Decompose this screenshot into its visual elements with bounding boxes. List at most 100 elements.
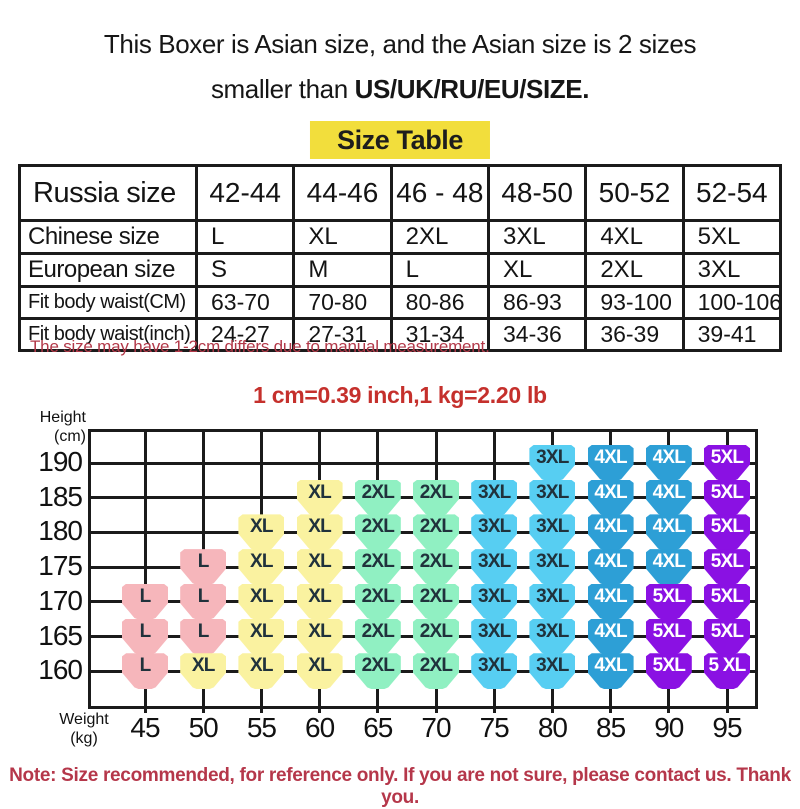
boxer-size-icon: L	[180, 618, 227, 655]
boxer-size-icon: XL	[296, 653, 343, 690]
size-table-cell: 3XL	[486, 219, 588, 255]
size-table-row-label: European size	[18, 252, 198, 288]
boxer-size-icon: 2XL	[413, 653, 459, 690]
size-table-row-label: Fit body waist(CM)	[18, 285, 198, 320]
boxer-size-icon: 5XL	[645, 653, 692, 690]
size-table-row-label: Chinese size	[18, 219, 198, 255]
size-table-cell: M	[292, 252, 393, 288]
y-tick-label: 175	[38, 550, 83, 582]
size-table-cell: 27-31	[292, 317, 393, 352]
boxer-size-icon: 3XL	[471, 583, 518, 620]
x-tick-label: 80	[537, 712, 568, 743]
boxer-size-icon: 4XL	[587, 583, 634, 620]
boxer-size-icon: XL	[180, 653, 227, 690]
x-tick-label: 75	[479, 712, 510, 743]
size-table-cell: 24-27	[194, 317, 296, 352]
boxer-size-icon: L	[180, 549, 227, 586]
boxer-size-icon: 2XL	[354, 514, 401, 551]
boxer-size-icon: XL	[238, 618, 285, 655]
size-table-cell: 39-41	[681, 317, 783, 352]
x-tick-label: 45	[130, 712, 160, 743]
boxer-size-icon: 2XL	[354, 549, 401, 586]
size-table-row: Fit body waist(inch) 24-27 27-31 31-34 34-36…	[18, 317, 783, 352]
y-tick-label: 180	[38, 515, 83, 547]
size-table-row: Fit body waist(CM) 63-70 70-80 80-86 86-93 93…	[18, 285, 783, 320]
boxer-size-icon: 5XL	[704, 549, 750, 586]
boxer-size-icon: 5XL	[704, 583, 750, 620]
grid-vline	[143, 432, 147, 713]
boxer-size-icon: 2XL	[413, 479, 459, 516]
boxer-size-icon: 4XL	[645, 549, 692, 586]
x-axis-title: Weight (kg)	[52, 710, 116, 748]
boxer-size-icon: 3XL	[529, 549, 576, 586]
boxer-size-icon: XL	[238, 514, 285, 551]
title-line-1: This Boxer is Asian size, and the Asian …	[103, 29, 697, 59]
boxer-size-icon: 5XL	[704, 514, 750, 551]
size-table-cell: 4XL	[584, 219, 685, 255]
boxer-size-icon: 2XL	[413, 618, 459, 655]
boxer-size-icon: 2XL	[413, 514, 459, 551]
y-tick-label: 160	[38, 654, 83, 686]
boxer-size-icon: 3XL	[471, 514, 518, 551]
size-table-cell: 86-93	[486, 285, 588, 320]
boxer-size-icon: XL	[296, 583, 343, 620]
boxer-size-icon: 4XL	[587, 479, 634, 516]
measurement-note: The size may have 1-2cm differs due to m…	[30, 337, 490, 356]
size-table-row: European size S M L XL 2XL 3XL	[18, 252, 783, 288]
boxer-size-icon: 4XL	[645, 445, 692, 481]
size-table-cell: 34-36	[486, 317, 588, 352]
x-tick-label: 85	[596, 712, 626, 743]
boxer-size-icon: 3XL	[471, 549, 518, 586]
boxer-size-icon: 5XL	[704, 618, 750, 655]
size-table-cell: 63-70	[194, 285, 296, 320]
boxer-size-icon: 4XL	[587, 445, 634, 481]
size-table-cell: 36-39	[584, 317, 685, 352]
y-axis-title-line2: (cm)	[54, 428, 86, 445]
title-line-2: smaller than US/UK/RU/EU/SIZE.	[0, 67, 800, 112]
boxer-size-icon: 4XL	[587, 618, 634, 655]
y-axis-title-line1: Height	[39, 409, 86, 426]
boxer-size-icon: 3XL	[529, 479, 576, 516]
boxer-size-icon: L	[122, 653, 168, 690]
boxer-size-icon: 4XL	[587, 549, 634, 586]
boxer-size-icon: 2XL	[413, 583, 459, 620]
boxer-size-icon: 4XL	[645, 479, 692, 516]
x-axis-title-line1: Weight	[59, 711, 109, 728]
boxer-size-icon: XL	[238, 583, 285, 620]
boxer-size-icon: 5XL	[645, 583, 692, 620]
boxer-size-icon: XL	[296, 479, 343, 516]
boxer-size-icon: XL	[296, 514, 343, 551]
boxer-size-icon: 4XL	[645, 514, 692, 551]
boxer-size-icon: 3XL	[529, 653, 576, 690]
x-tick-label: 65	[363, 712, 393, 743]
bottom-note: Note: Size recommended, for reference on…	[9, 765, 791, 808]
boxer-size-icon: 3XL	[471, 479, 518, 516]
boxer-size-icon: L	[122, 618, 168, 655]
boxer-size-icon: XL	[296, 618, 343, 655]
page-title: This Boxer is Asian size, and the Asian …	[0, 22, 800, 112]
size-table-cell: 93-100	[584, 285, 685, 320]
size-table-cell: 2XL	[389, 219, 490, 255]
size-table-cell: 42-44	[194, 164, 296, 222]
boxer-size-icon: 5XL	[645, 618, 692, 655]
size-table-cell: 31-34	[389, 317, 490, 352]
grid-hline	[91, 461, 755, 465]
boxer-size-icon: 2XL	[413, 549, 459, 586]
boxer-size-icon: XL	[296, 549, 343, 586]
size-table-cell: 50-52	[584, 164, 685, 222]
x-tick-label: 50	[188, 712, 219, 743]
size-table-cell: 44-46	[292, 164, 393, 222]
height-weight-size-chart: Height (cm) 3XL 4XL 4XL 5XL XL 2XL 2XL 3XL 3XL 4X…	[0, 400, 800, 760]
y-tick-label: 170	[38, 584, 83, 616]
size-table-cell: 3XL	[681, 252, 783, 288]
boxer-size-icon: 5XL	[704, 479, 750, 516]
size-table-row: Russia size 42-44 44-46 46 - 48 48-50 50-52 52…	[18, 164, 783, 222]
boxer-size-icon: 4XL	[587, 653, 634, 690]
size-table-cell: 48-50	[486, 164, 588, 222]
boxer-size-icon: 3XL	[529, 445, 576, 481]
size-table-cell: 5XL	[681, 219, 783, 255]
title-line-2-regular: smaller than	[210, 74, 355, 104]
size-table: Russia size 42-44 44-46 46 - 48 48-50 50-52 52…	[18, 164, 783, 352]
y-tick-label: 185	[38, 480, 83, 512]
boxer-size-icon: 3XL	[529, 514, 576, 551]
